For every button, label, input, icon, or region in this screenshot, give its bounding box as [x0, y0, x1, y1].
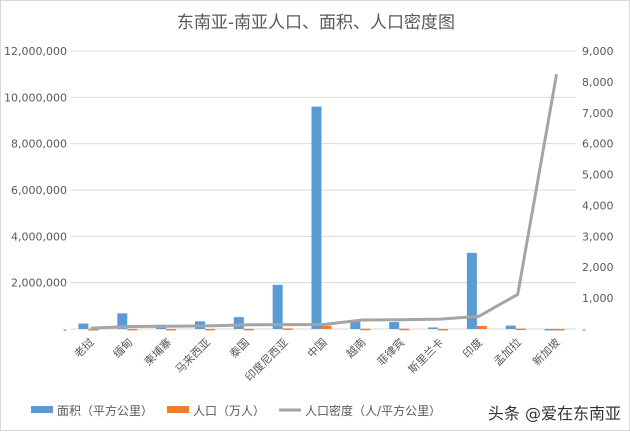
x-tick-label: 柬埔寨 — [141, 335, 174, 368]
y-right-tick-label: 4,000 — [582, 199, 614, 212]
x-tick-label: 印度 — [460, 335, 485, 360]
bar-population — [282, 328, 293, 330]
bar-population — [88, 328, 99, 331]
x-tick-label: 缅甸 — [110, 335, 135, 360]
x-tick-label: 泰国 — [226, 335, 251, 360]
bar-population — [166, 328, 177, 331]
legend-label: 面积（平方公里） — [57, 403, 153, 418]
y-right-tick-label: - — [582, 323, 586, 336]
bar-population — [204, 328, 215, 331]
y-left-tick-label: 12,000,000 — [4, 45, 67, 58]
bar-population — [127, 328, 138, 331]
bar-population — [321, 325, 332, 329]
y-right-tick-label: 3,000 — [582, 230, 614, 243]
chart-title: 东南亚-南亚人口、面积、人口密度图 — [177, 13, 455, 33]
x-tick-label: 孟加拉 — [491, 335, 524, 368]
bar-area — [505, 325, 516, 329]
y-right-tick-label: 2,000 — [582, 261, 614, 274]
legend-swatch — [167, 406, 190, 413]
x-tick-label: 菲律宾 — [374, 335, 407, 368]
y-left-tick-label: 2,000,000 — [11, 277, 67, 290]
y-right-tick-label: 6,000 — [582, 138, 614, 151]
x-tick-label: 老挝 — [71, 335, 96, 360]
legend-label: 人口（万人） — [193, 404, 265, 418]
y-left-tick-label: 4,000,000 — [11, 230, 67, 243]
bar-area — [544, 328, 555, 331]
y-right-tick-label: 1,000 — [582, 292, 614, 305]
bar-area — [466, 252, 477, 329]
x-tick-label: 马来西亚 — [173, 336, 213, 376]
y-right-tick-label: 8,000 — [582, 76, 614, 89]
legend-label: 人口密度（人/平方公里） — [305, 403, 441, 418]
bar-population — [438, 328, 449, 331]
bar-population — [399, 328, 410, 331]
bar-area — [350, 321, 361, 329]
y-left-tick-label: - — [63, 323, 67, 336]
y-left-tick-label: 8,000,000 — [11, 138, 67, 151]
bar-population — [360, 328, 371, 331]
y-right-tick-label: 5,000 — [582, 169, 614, 182]
bar-population — [476, 325, 487, 329]
x-tick-label: 新加坡 — [529, 335, 562, 368]
bar-population — [515, 328, 526, 331]
x-tick-label: 中国 — [305, 336, 330, 361]
legend-swatch — [31, 406, 53, 413]
x-tick-label: 斯里兰卡 — [406, 336, 446, 376]
bar-area — [117, 313, 128, 329]
bar-area — [311, 106, 322, 329]
x-tick-label: 越南 — [343, 335, 368, 360]
line-density — [90, 73, 559, 330]
y-left-tick-label: 10,000,000 — [4, 91, 67, 104]
bar-area — [389, 322, 400, 329]
bar-population — [554, 328, 565, 331]
bar-area — [233, 317, 244, 329]
watermark: 头条 @爱在东南亚 — [487, 404, 621, 423]
bar-area — [428, 327, 439, 329]
bar-area — [272, 284, 283, 329]
y-left-tick-label: 6,000,000 — [11, 184, 67, 197]
bar-population — [243, 328, 254, 331]
bar-area — [78, 323, 89, 329]
y-right-tick-label: 7,000 — [582, 107, 614, 120]
y-right-tick-label: 9,000 — [582, 45, 614, 58]
